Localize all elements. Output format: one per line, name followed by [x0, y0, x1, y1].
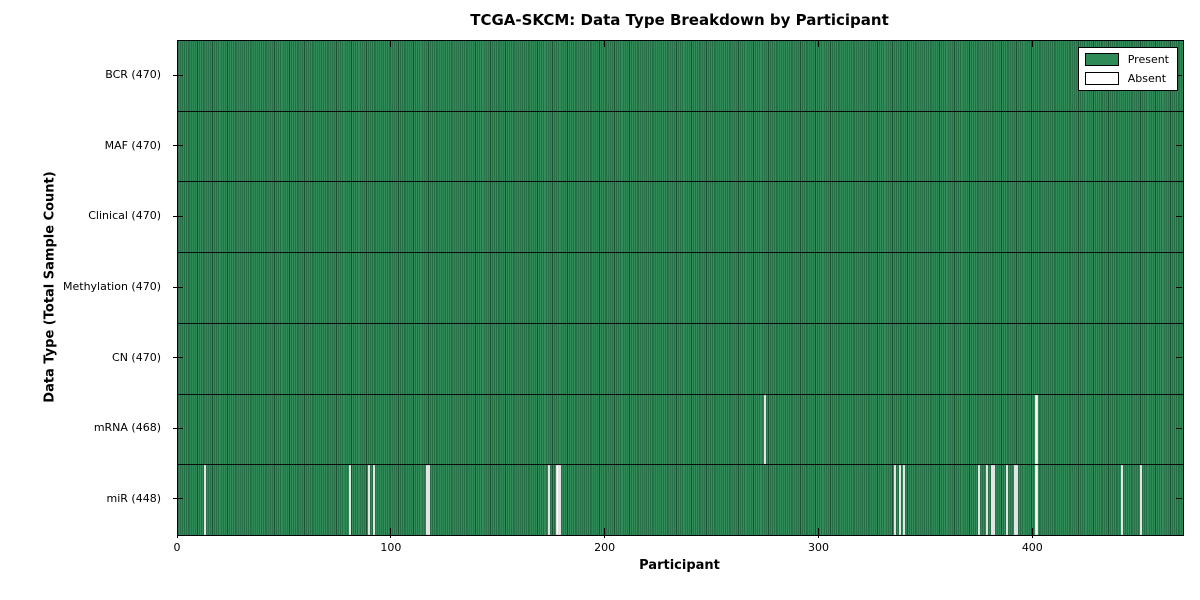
legend-label: Present — [1127, 53, 1169, 66]
y-tick-left — [173, 74, 183, 76]
absent-bar-mRNA-274 — [763, 394, 767, 465]
x-tick-label: 100 — [380, 541, 402, 554]
y-tick-left — [173, 215, 183, 217]
absent-bar-miR-391 — [1014, 465, 1017, 536]
y-tick-right — [1176, 215, 1182, 217]
x-tick-label: 300 — [807, 541, 829, 554]
absent-bar-miR-178 — [558, 465, 561, 536]
plot-area: Present Absent — [177, 40, 1184, 536]
absent-bar-miR-337 — [898, 465, 901, 536]
y-tick-right — [1176, 498, 1182, 500]
absent-bar-miR-381 — [992, 465, 995, 536]
absent-bar-miR-387 — [1005, 465, 1008, 536]
absent-bar-miR-91 — [372, 465, 375, 536]
y-tick-left — [173, 286, 183, 288]
legend-entry-absent: Absent — [1084, 72, 1169, 85]
x-tick-label: 400 — [1021, 541, 1043, 554]
legend-swatch-present — [1084, 53, 1119, 66]
heatmap-row-CN — [178, 322, 1183, 394]
y-tick-left — [173, 427, 183, 429]
absent-bar-miR-392 — [1016, 465, 1019, 536]
heatmap-row-BCR — [178, 41, 1183, 111]
absent-bar-miR-401 — [1035, 465, 1038, 536]
x-tick-bottom — [604, 528, 606, 538]
absent-bar-miR-374 — [977, 465, 980, 536]
y-tick-right — [1176, 286, 1182, 288]
x-tick-bottom — [817, 528, 819, 538]
y-tick-label-CN: CN (470) — [112, 350, 161, 364]
y-tick-left — [173, 498, 183, 500]
legend-entry-present: Present — [1084, 53, 1169, 66]
y-tick-left — [173, 357, 183, 359]
absent-bar-miR-339 — [902, 465, 905, 536]
y-tick-right — [1176, 74, 1182, 76]
absent-bar-miR-380 — [990, 465, 993, 536]
legend-label: Absent — [1127, 72, 1167, 85]
absent-bar-miR-441 — [1120, 465, 1124, 536]
x-axis-title: Participant — [639, 558, 720, 573]
y-tick-label-Methylation: Methylation (470) — [63, 280, 161, 293]
x-tick-top — [390, 41, 392, 47]
x-tick-bottom — [390, 528, 392, 538]
heatmap-row-Clinical — [178, 181, 1183, 253]
absent-bar-miR-450 — [1140, 465, 1143, 536]
chart-title: TCGA-SKCM: Data Type Breakdown by Partic… — [470, 11, 889, 29]
x-tick-bottom — [1031, 528, 1033, 538]
absent-bar-miR-173 — [547, 465, 551, 536]
x-tick-label: 200 — [594, 541, 616, 554]
x-tick-top — [604, 41, 606, 47]
absent-bar-miR-117 — [428, 465, 431, 536]
heatmap-row-Methylation — [178, 252, 1183, 323]
absent-bar-miR-12 — [203, 465, 206, 536]
y-tick-label-mRNA: mRNA (468) — [93, 421, 161, 435]
y-tick-right — [1176, 357, 1182, 359]
legend: Present Absent — [1077, 47, 1178, 91]
y-tick-label-BCR: BCR (470) — [105, 68, 161, 82]
absent-bar-miR-378 — [986, 465, 989, 536]
absent-bar-miR-89 — [368, 465, 371, 536]
y-tick-label-miR: miR (448) — [106, 491, 162, 505]
absent-bar-miR-80 — [349, 465, 352, 536]
absent-bar-mRNA-401 — [1035, 394, 1038, 465]
x-tick-top — [176, 41, 178, 47]
heatmap-row-MAF — [178, 110, 1183, 182]
y-tick-label-Clinical: Clinical (470) — [88, 209, 161, 223]
legend-swatch-absent — [1084, 72, 1119, 85]
y-tick-right — [1176, 145, 1182, 147]
heatmap-row-mRNA — [178, 393, 1183, 465]
x-tick-top — [1031, 41, 1033, 47]
absent-bar-miR-116 — [426, 465, 429, 536]
heatmap-rows — [178, 41, 1183, 536]
y-tick-right — [1176, 427, 1182, 429]
absent-bar-miR-335 — [894, 465, 897, 536]
y-tick-label-MAF: MAF (470) — [104, 138, 161, 152]
y-tick-left — [173, 145, 183, 147]
x-tick-top — [817, 41, 819, 47]
x-tick-label: 0 — [173, 541, 181, 554]
absent-bar-miR-177 — [556, 465, 559, 536]
x-tick-bottom — [176, 528, 178, 538]
heatmap-row-miR — [178, 464, 1183, 536]
